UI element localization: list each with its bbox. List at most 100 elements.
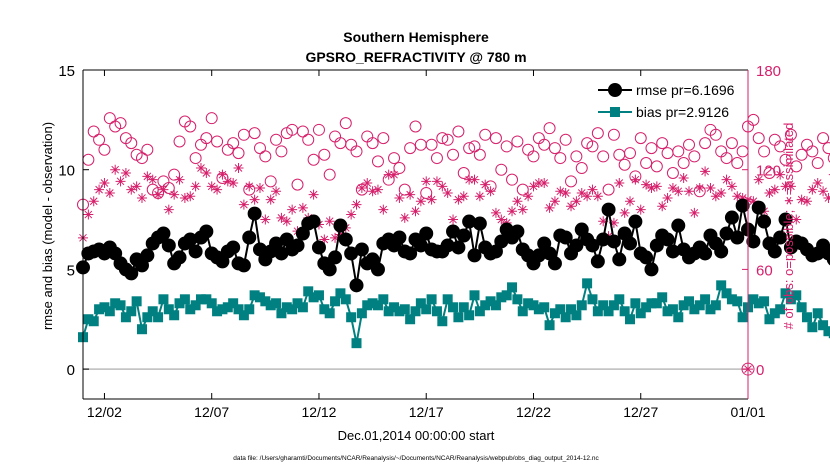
obs-assimilated-point [99, 177, 110, 188]
y-tick-label-right: 60 [756, 262, 773, 279]
rmse-point [236, 258, 251, 273]
obs-assimilated-point [265, 194, 276, 205]
obs-assimilated-point [169, 189, 180, 200]
y-axis-label-right: # of obs: o=possible; ∗=assimilated [781, 123, 796, 330]
obs-possible-point [672, 145, 685, 158]
obs-assimilated-point [464, 174, 475, 185]
y-tick-label-left: 5 [67, 262, 75, 279]
bias-point [807, 322, 818, 333]
bias-point [507, 282, 518, 293]
rmse-point [639, 250, 654, 265]
obs-possible-point [666, 167, 679, 180]
obs-possible-point [725, 137, 738, 150]
rmse-point [172, 250, 187, 265]
obs-assimilated-point [281, 216, 292, 227]
bias-point [340, 294, 351, 305]
bias-point [163, 304, 174, 315]
bias-point [608, 300, 619, 311]
obs-assimilated-point [244, 181, 255, 192]
obs-possible-point [677, 157, 690, 170]
obs-assimilated-point [426, 194, 437, 205]
rmse-point [660, 232, 675, 247]
bias-point [732, 296, 743, 307]
obs-assimilated-point [823, 192, 830, 203]
obs-possible-point [763, 167, 776, 180]
bias-point [303, 286, 314, 297]
obs-assimilated-point [442, 187, 453, 198]
rmse-point [644, 262, 659, 277]
obs-assimilated-point [297, 202, 308, 213]
rmse-point [328, 250, 343, 265]
obs-assimilated-point [646, 182, 657, 193]
obs-possible-point [259, 150, 272, 163]
obs-assimilated-point [485, 186, 496, 197]
obs-possible-point [747, 113, 760, 126]
obs-possible-point [457, 167, 470, 180]
obs-assimilated-point [120, 168, 131, 179]
chart-title: Southern Hemisphere [343, 29, 489, 45]
bias-point [474, 306, 485, 317]
bias-point [378, 294, 389, 305]
obs-possible-point [436, 132, 449, 145]
obs-possible-point [98, 143, 111, 156]
obs-assimilated-point [206, 181, 217, 192]
rmse-point [419, 226, 434, 241]
obs-assimilated-point [136, 192, 147, 203]
obs-possible-point [779, 153, 792, 166]
bias-point [823, 326, 830, 337]
obs-possible-point [827, 153, 830, 163]
obs-assimilated-point [544, 202, 555, 213]
obs-assimilated-point [748, 196, 759, 207]
obs-possible-point [645, 142, 658, 155]
obs-possible-point [768, 133, 781, 146]
legend-bias-marker [610, 107, 620, 117]
obs-possible-point [709, 128, 722, 141]
obs-assimilated-point [710, 191, 721, 202]
rmse-point [569, 238, 584, 253]
chart-subtitle: GPSRO_REFRACTIVITY @ 780 m [305, 49, 526, 65]
bias-point [759, 296, 770, 307]
obs-assimilated-point [549, 196, 560, 207]
bias-point [592, 306, 603, 317]
obs-assimilated-point [576, 187, 587, 198]
obs-assimilated-point [174, 174, 185, 185]
rmse-point [349, 278, 364, 293]
obs-possible-point [806, 145, 819, 158]
x-tick-label: 12/02 [87, 404, 122, 420]
obs-possible-point [232, 147, 245, 160]
rmse-point [671, 218, 686, 233]
obs-assimilated-point [801, 196, 812, 207]
x-tick-label: 12/22 [516, 404, 551, 420]
obs-assimilated-point [453, 194, 464, 205]
obs-possible-point [425, 138, 438, 151]
rmse-point [322, 262, 337, 277]
rmse-point [612, 252, 627, 267]
obs-possible-point [790, 160, 803, 173]
rmse-point [547, 256, 562, 271]
obs-assimilated-point [512, 196, 523, 207]
obs-assimilated-point [721, 174, 732, 185]
obs-assimilated-point [651, 181, 662, 192]
y-tick-label-right: 0 [756, 362, 764, 379]
obs-possible-point [495, 163, 508, 176]
bias-point [657, 292, 668, 303]
obs-assimilated-point [592, 191, 603, 202]
obs-possible-point [205, 112, 218, 125]
bias-point [614, 294, 625, 305]
obs-assimilated-point [818, 186, 829, 197]
obs-assimilated-point [641, 179, 652, 190]
obs-assimilated-point [705, 182, 716, 193]
obs-assimilated-point [662, 192, 673, 203]
bias-point [490, 300, 501, 311]
rmse-point [456, 228, 471, 243]
bias-point [587, 294, 598, 305]
obs-assimilated-point [764, 187, 775, 198]
obs-assimilated-point [319, 234, 330, 245]
obs-assimilated-point [694, 182, 705, 193]
rmse-point [778, 212, 793, 227]
obs-assimilated-point [399, 212, 410, 223]
bias-point [351, 338, 362, 349]
obs-possible-point [189, 152, 202, 165]
rmse-point [730, 230, 745, 245]
obs-possible-point [500, 140, 513, 153]
